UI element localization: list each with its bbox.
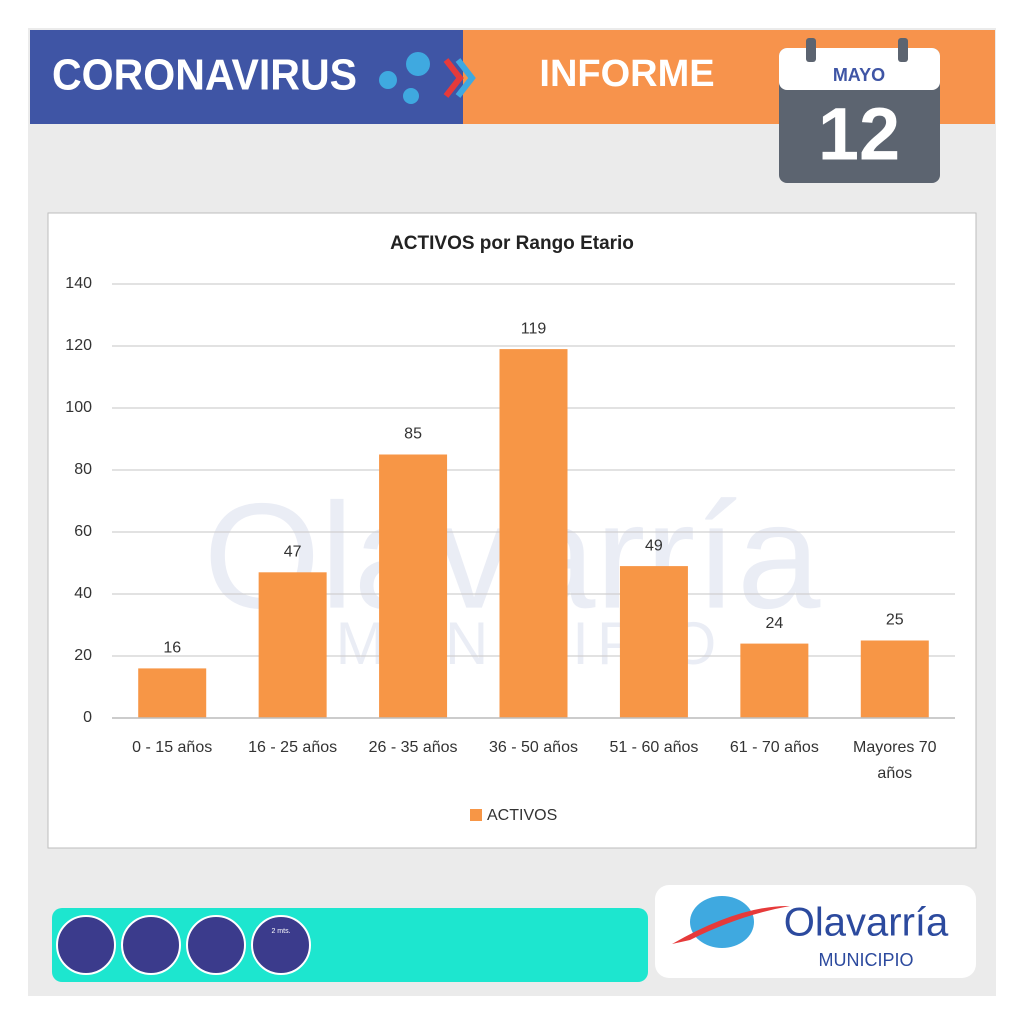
chevron <box>455 58 476 98</box>
data-label: 119 <box>521 320 547 337</box>
y-tick-label: 0 <box>83 709 92 726</box>
calendar-day: 12 <box>818 93 900 176</box>
virus-icons <box>379 52 430 104</box>
x-tick-label: 61 - 70 años <box>730 739 819 756</box>
legend-label: ACTIVOS <box>487 807 557 824</box>
data-label: 24 <box>765 615 783 632</box>
bar <box>619 566 688 718</box>
x-tick-label: 36 - 50 años <box>489 739 578 756</box>
bar <box>499 349 568 718</box>
header-title: CORONAVIRUS <box>52 51 357 100</box>
data-label: 16 <box>163 640 181 657</box>
calendar <box>779 38 940 183</box>
logo-name: Olavarría <box>784 901 949 945</box>
logo-sub: MUNICIPIO <box>818 950 913 970</box>
bar <box>258 572 327 718</box>
y-tick-label: 60 <box>74 523 92 540</box>
data-label: 47 <box>284 544 302 561</box>
y-tick-label: 100 <box>65 399 92 416</box>
plot: 0 20 40 60 80 100 120 140 0 - 15 años 16 16 - 25 a… <box>65 275 955 824</box>
legend-swatch <box>470 809 482 821</box>
y-tick-label: 120 <box>65 337 92 354</box>
x-tick-label: 0 - 15 años <box>132 739 212 756</box>
x-tick-label: Mayores 70 años <box>853 739 937 782</box>
y-tick-label: 40 <box>74 585 92 602</box>
chart-title: ACTIVOS por Rango Etario <box>390 233 634 254</box>
bar <box>860 640 929 718</box>
y-tick-label: 20 <box>74 647 92 664</box>
icon-label: 2 mts. <box>271 928 290 935</box>
y-tick-label: 80 <box>74 461 92 478</box>
data-label: 49 <box>645 537 663 554</box>
x-tick-label: 16 - 25 años <box>248 739 337 756</box>
header-subtitle: INFORME <box>539 53 714 95</box>
chevron <box>443 58 464 98</box>
data-label: 85 <box>404 426 422 443</box>
calendar-month: MAYO <box>833 65 885 85</box>
logo-swoosh <box>672 905 790 944</box>
y-tick-label: 140 <box>65 275 92 292</box>
bar <box>379 454 448 718</box>
bar <box>138 668 207 718</box>
x-tick-label: 26 - 35 años <box>369 739 458 756</box>
prevention-icons <box>56 915 311 975</box>
x-tick-label: 51 - 60 años <box>609 739 698 756</box>
data-label: 25 <box>886 612 904 629</box>
bar <box>740 643 809 718</box>
